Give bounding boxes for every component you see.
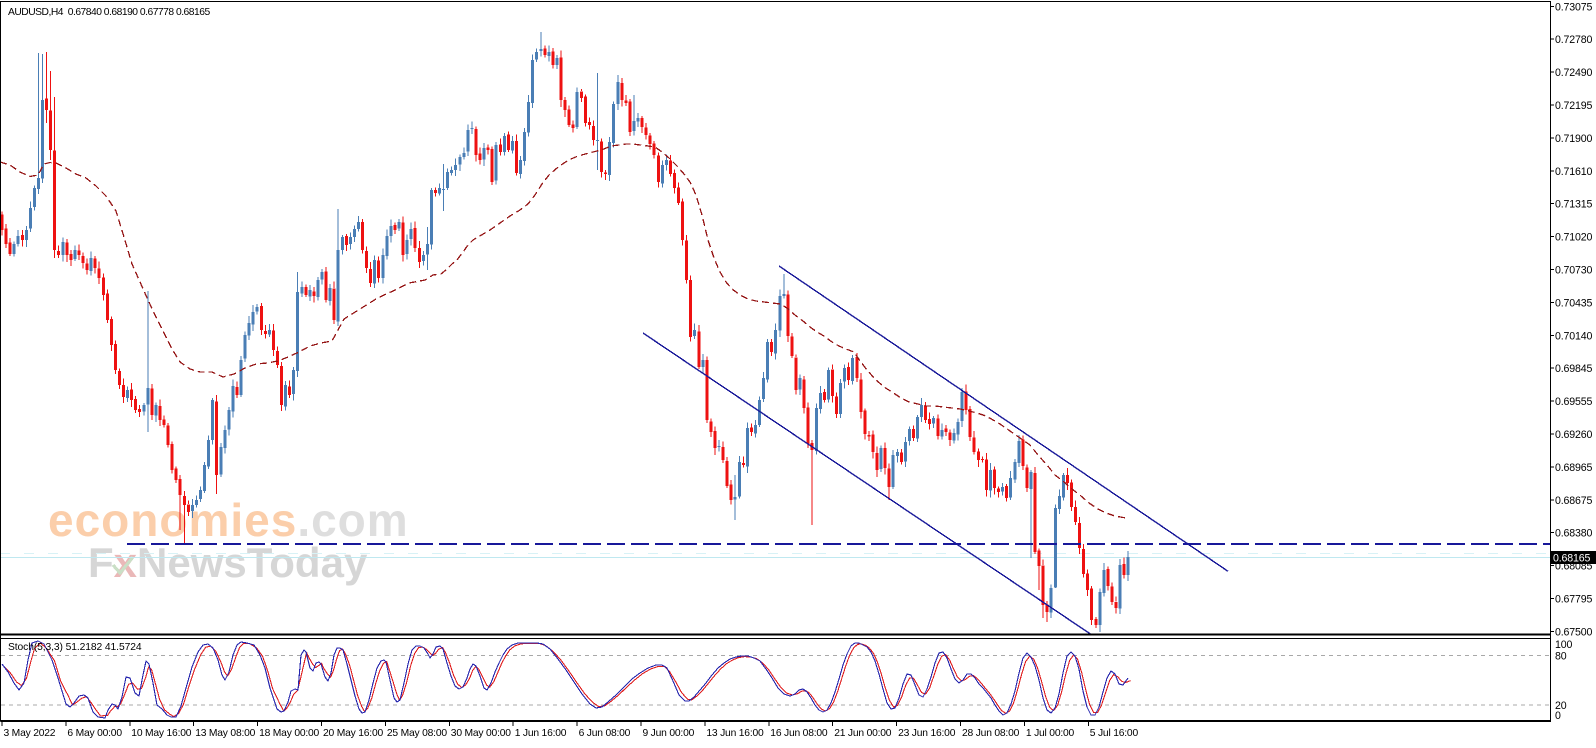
svg-text:13 May 08:00: 13 May 08:00	[195, 728, 255, 739]
svg-text:0.70730: 0.70730	[1555, 265, 1593, 277]
svg-text:30 May 00:00: 30 May 00:00	[451, 728, 511, 739]
svg-text:6 Jun 08:00: 6 Jun 08:00	[579, 728, 631, 739]
svg-text:21 Jun 00:00: 21 Jun 00:00	[834, 728, 892, 739]
svg-text:0.69845: 0.69845	[1555, 363, 1593, 375]
svg-text:0.72780: 0.72780	[1555, 34, 1593, 46]
svg-text:0.71610: 0.71610	[1555, 166, 1593, 178]
svg-text:28 Jun 08:00: 28 Jun 08:00	[962, 728, 1020, 739]
svg-text:0.71315: 0.71315	[1555, 199, 1593, 211]
svg-text:0.67500: 0.67500	[1555, 626, 1593, 638]
svg-text:0.71900: 0.71900	[1555, 133, 1593, 145]
svg-text:0.73075: 0.73075	[1555, 1, 1593, 13]
svg-text:0.70435: 0.70435	[1555, 297, 1593, 309]
svg-text:0.70140: 0.70140	[1555, 330, 1593, 342]
svg-text:23 Jun 16:00: 23 Jun 16:00	[898, 728, 956, 739]
svg-text:25 May 08:00: 25 May 08:00	[387, 728, 447, 739]
svg-text:0: 0	[1555, 710, 1561, 722]
svg-text:5 Jul 16:00: 5 Jul 16:00	[1090, 728, 1139, 739]
svg-text:6 May 00:00: 6 May 00:00	[67, 728, 122, 739]
svg-text:0.72195: 0.72195	[1555, 100, 1593, 112]
svg-text:0.68675: 0.68675	[1555, 495, 1593, 507]
svg-text:16 Jun 08:00: 16 Jun 08:00	[770, 728, 828, 739]
svg-text:0.71020: 0.71020	[1555, 232, 1593, 244]
svg-text:AUDUSD,H4 0.67840 0.68190 0.6: AUDUSD,H4 0.67840 0.68190 0.67778 0.6816…	[8, 7, 210, 18]
svg-text:13 Jun 16:00: 13 Jun 16:00	[706, 728, 764, 739]
svg-text:9 Jun 00:00: 9 Jun 00:00	[643, 728, 695, 739]
svg-text:0.68965: 0.68965	[1555, 462, 1593, 474]
svg-text:0.68165: 0.68165	[1553, 553, 1591, 565]
svg-text:0.69260: 0.69260	[1555, 429, 1593, 441]
svg-text:0.69555: 0.69555	[1555, 396, 1593, 408]
svg-text:0.68380: 0.68380	[1555, 528, 1593, 540]
svg-text:0.72490: 0.72490	[1555, 67, 1593, 79]
svg-text:100: 100	[1555, 639, 1572, 651]
svg-text:Stoch(5,3,3) 51.2182 41.5724: Stoch(5,3,3) 51.2182 41.5724	[8, 642, 142, 653]
svg-text:1 Jun 16:00: 1 Jun 16:00	[515, 728, 567, 739]
svg-text:10 May 16:00: 10 May 16:00	[131, 728, 191, 739]
svg-text:20 May 16:00: 20 May 16:00	[323, 728, 383, 739]
svg-text:0.67795: 0.67795	[1555, 594, 1593, 606]
svg-text:18 May 00:00: 18 May 00:00	[259, 728, 319, 739]
svg-text:3 May 2022: 3 May 2022	[4, 728, 56, 739]
svg-text:1 Jul 00:00: 1 Jul 00:00	[1026, 728, 1075, 739]
svg-text:80: 80	[1555, 651, 1567, 663]
